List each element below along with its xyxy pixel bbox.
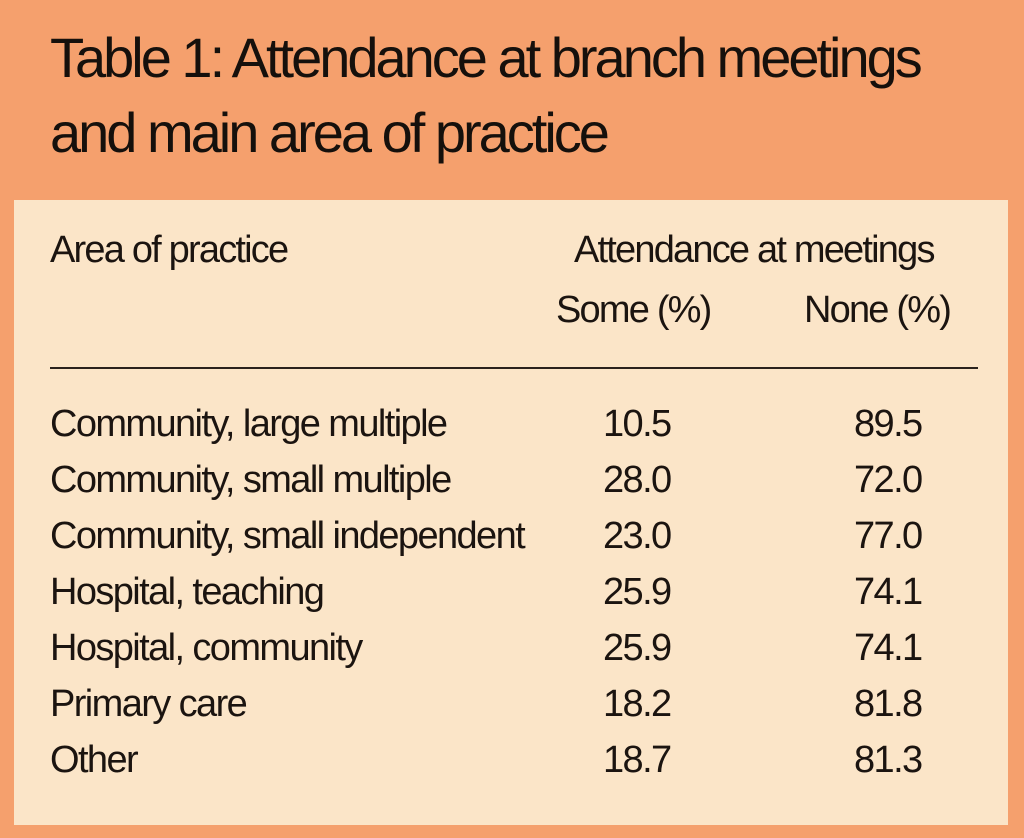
row-area: Primary care [50,683,248,725]
row-none: 89.5 [854,403,923,445]
table-row: Community, small multiple 28.0 72.0 [50,456,978,512]
row-area: Community, small multiple [50,459,452,501]
row-none: 81.8 [854,683,923,725]
row-none: 72.0 [854,459,923,501]
row-some: 10.5 [603,403,672,445]
row-area: Other [50,739,139,781]
header-some-percent: Some (%) [556,289,712,331]
table-row: Hospital, teaching 25.9 74.1 [50,568,978,624]
table-row: Community, small independent 23.0 77.0 [50,512,978,568]
table-row: Hospital, community 25.9 74.1 [50,624,978,680]
row-area: Community, small independent [50,515,526,557]
row-none: 77.0 [854,515,923,557]
table-row: Community, large multiple 10.5 89.5 [50,400,978,456]
row-none: 74.1 [854,627,923,669]
row-area: Community, large multiple [50,403,448,445]
row-area: Hospital, community [50,627,363,669]
table-title: Table 1: Attendance at branch meetings a… [50,26,923,164]
table-row: Primary care 18.2 81.8 [50,680,978,736]
table-row: Other 18.7 81.3 [50,736,978,792]
row-some: 23.0 [603,515,672,557]
row-some: 18.2 [603,683,672,725]
table-body: Community, large multiple 10.5 89.5 Comm… [50,400,978,792]
row-some: 28.0 [603,459,672,501]
header-area-of-practice: Area of practice [50,229,289,271]
table-panel: Area of practice Attendance at meetings … [14,200,1008,825]
header-attendance: Attendance at meetings [574,229,935,271]
row-some: 18.7 [603,739,672,781]
row-some: 25.9 [603,571,672,613]
row-area: Hospital, teaching [50,571,325,613]
header-none-percent: None (%) [804,289,952,331]
row-none: 81.3 [854,739,923,781]
header-divider [50,367,978,369]
row-some: 25.9 [603,627,672,669]
row-none: 74.1 [854,571,923,613]
